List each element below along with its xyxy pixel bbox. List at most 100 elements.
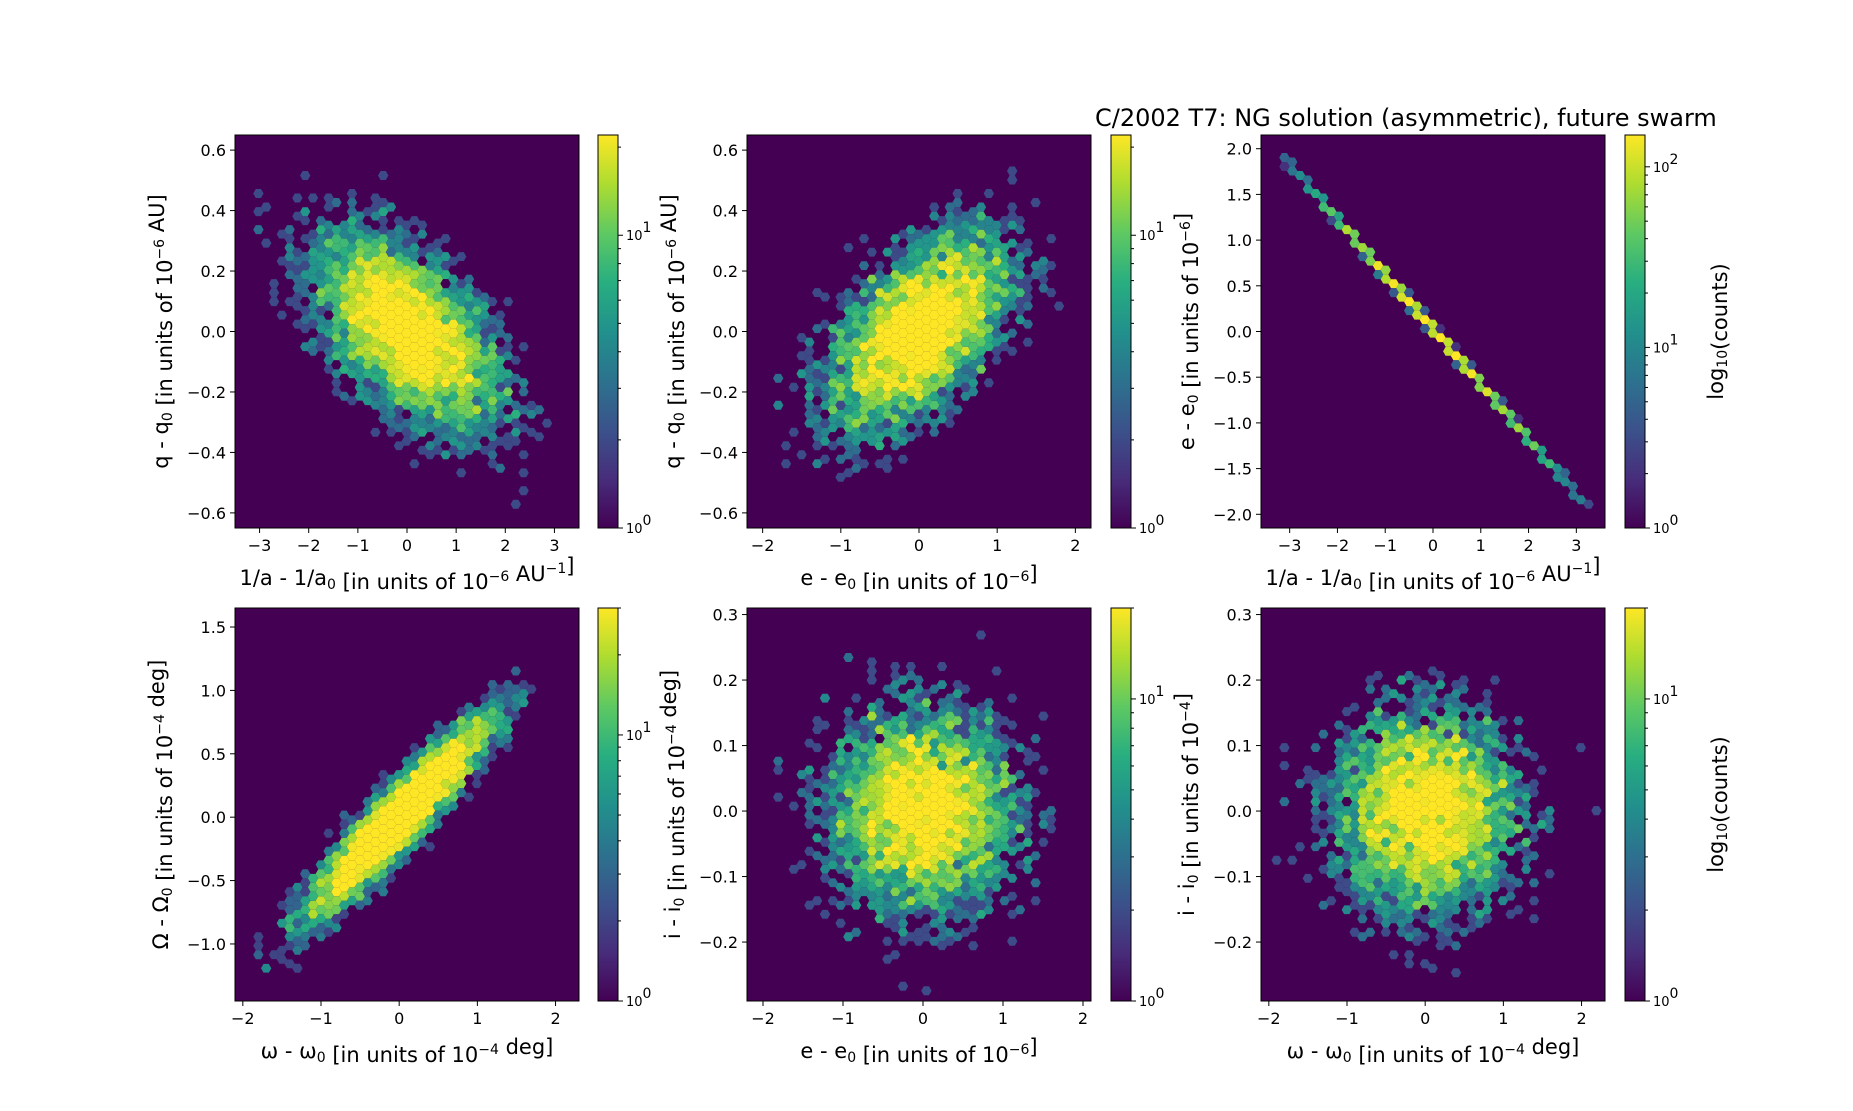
hexbin-cell xyxy=(346,842,358,852)
hexbin-cell xyxy=(827,743,838,753)
hexbin-cell xyxy=(346,297,358,307)
hexbin-cell xyxy=(944,864,955,874)
hexbin-cell xyxy=(858,869,870,879)
hexbin-cell xyxy=(339,310,350,320)
hexbin-cell xyxy=(456,351,467,361)
hexbin-cell xyxy=(897,909,909,919)
hexbin-cell xyxy=(346,234,358,244)
hexbin-cell xyxy=(874,306,885,316)
hexbin-cell xyxy=(479,328,490,338)
hexbin-cell xyxy=(471,423,482,433)
hexbin-cell xyxy=(929,855,940,865)
hexbin-cell xyxy=(401,346,412,356)
hexbin-cell xyxy=(393,279,404,289)
hexbin-cell xyxy=(890,662,901,671)
hexbin-cell xyxy=(1474,864,1485,874)
hexbin-cell xyxy=(1333,810,1345,820)
hexbin-cell xyxy=(1333,900,1345,910)
hexbin-cell xyxy=(975,783,987,793)
y-tick-label: 0.3 xyxy=(713,606,738,625)
hexbin-cell xyxy=(487,288,498,298)
hexbin-cell xyxy=(1458,747,1469,757)
hexbin-cell xyxy=(1372,761,1384,771)
hexbin-cell xyxy=(913,846,924,856)
hexbin-cell xyxy=(936,297,948,307)
hexbin-cell xyxy=(339,328,350,338)
hexbin-cell xyxy=(1528,923,1540,933)
hexbin-cell xyxy=(307,319,319,329)
hexbin-cell xyxy=(1007,247,1018,257)
hexbin-cell xyxy=(1357,878,1368,888)
hexbin-cell xyxy=(1388,950,1399,960)
hexbin-cell xyxy=(370,355,381,365)
hexbin-cell xyxy=(1357,932,1368,942)
hexbin-cell xyxy=(284,333,295,343)
hexbin-cell xyxy=(858,824,870,834)
hexbin-cell xyxy=(424,405,436,415)
hexbin-cell xyxy=(866,283,877,293)
hexbin-cell xyxy=(1404,671,1415,681)
hexbin-cell xyxy=(370,319,381,329)
hexbin-cell xyxy=(999,815,1010,825)
hexbin-cell xyxy=(851,954,862,964)
hexbin-cell xyxy=(890,815,901,825)
hexbin-cell xyxy=(1326,788,1337,798)
hexbin-cell xyxy=(510,418,521,428)
hexbin-cell xyxy=(1318,864,1329,874)
hexbin-cell xyxy=(1466,806,1477,816)
hexbin-cell xyxy=(1466,824,1477,834)
hexbin-cell xyxy=(812,387,823,397)
hexbin-cell xyxy=(339,819,350,829)
hexbin-cell xyxy=(1365,774,1376,784)
hexbin-cell xyxy=(819,711,831,721)
hexbin-cell xyxy=(936,216,948,226)
hexbin-cell xyxy=(315,279,326,289)
hexbin-cell xyxy=(502,662,514,671)
hexbin-cell xyxy=(1349,747,1360,757)
hexbin-cell xyxy=(827,707,838,717)
hexbin-cell xyxy=(1388,734,1399,744)
hexbin-cell xyxy=(827,815,838,825)
hexbin-cell xyxy=(882,463,893,473)
hexbin-cell xyxy=(292,882,303,892)
hexbin-cell xyxy=(1474,882,1485,892)
hexbin-cell xyxy=(463,274,475,284)
hexbin-cell xyxy=(393,806,404,816)
hexbin-cell xyxy=(804,481,815,491)
hexbin-cell xyxy=(1450,342,1462,352)
hexbin-cell xyxy=(851,427,862,437)
hexbin-cell xyxy=(1014,842,1026,852)
hexbin-cell xyxy=(1333,855,1345,865)
hexbin-cell xyxy=(858,887,870,897)
hexbin-cell xyxy=(983,815,994,825)
hexbin-cell xyxy=(1458,684,1469,694)
hexbin-cell xyxy=(1443,702,1454,712)
hexbin-cell xyxy=(1505,909,1516,919)
hexbin-cell xyxy=(944,909,955,919)
y-tick-label: −1.0 xyxy=(187,935,226,954)
hexbin-cell xyxy=(897,400,909,410)
hexbin-cell xyxy=(331,833,342,843)
hexbin-cell xyxy=(804,355,815,365)
hexbin-cell xyxy=(1513,797,1524,807)
hexbin-cell xyxy=(354,882,365,892)
hexbin-cell xyxy=(440,297,451,307)
hexbin-cell xyxy=(1357,761,1368,771)
hexbin-cell xyxy=(323,337,334,347)
hexbin-cell xyxy=(882,283,893,293)
hexbin-cell xyxy=(812,459,823,469)
hexbin-cell xyxy=(936,824,948,834)
hexbin-cell xyxy=(882,765,893,775)
hexbin-cell xyxy=(479,427,490,437)
hexbin-cell xyxy=(1427,729,1438,739)
hexbin-cell xyxy=(370,481,381,491)
hexbin-cell xyxy=(882,418,893,428)
hexbin-cell xyxy=(1427,846,1438,856)
hexbin-cell xyxy=(1318,774,1329,784)
hexbin-cell xyxy=(890,725,901,735)
hexbin-cell xyxy=(1310,842,1321,852)
hexbin-cell xyxy=(905,225,916,235)
hexbin-cell xyxy=(385,283,397,293)
hexbin-cell xyxy=(424,432,436,442)
y-tick-label: 0.5 xyxy=(201,745,226,764)
